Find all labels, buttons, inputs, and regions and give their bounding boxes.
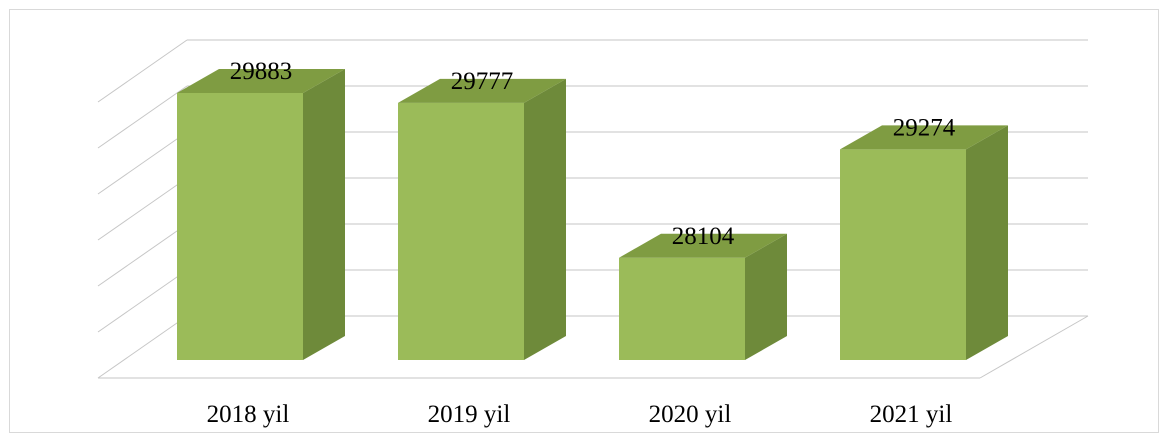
- x-tick-label: 2019 yil: [428, 401, 511, 428]
- data-label: 28104: [672, 223, 735, 250]
- bar-side-2018-yil: [303, 69, 345, 360]
- bar-top-2019-yil: [398, 78, 566, 103]
- x-tick-label: 2021 yil: [870, 401, 953, 428]
- gridline-side: [97, 223, 188, 287]
- labels-layer: 29883 29777 28104 29274: [230, 58, 956, 250]
- bar-front-2018-yil: [177, 93, 303, 360]
- gridline-side: [97, 39, 188, 103]
- data-label: 29274: [893, 114, 956, 141]
- bar-top-2021-yil: [840, 125, 1008, 150]
- x-tick-label: 2018 yil: [207, 401, 290, 428]
- bar-side-2019-yil: [524, 78, 566, 360]
- gridline-side: [97, 131, 188, 195]
- x-axis-labels: 2018 yil 2019 yil 2020 yil 2021 yil: [207, 401, 953, 428]
- bar-top-2018-yil: [177, 69, 345, 93]
- bars-layer: [177, 69, 1008, 360]
- data-label: 29777: [451, 68, 514, 95]
- bar-front-2020-yil: [619, 257, 745, 360]
- x-tick-label: 2020 yil: [649, 401, 732, 428]
- bar-side-2021-yil: [966, 125, 1008, 360]
- gridline-side: [97, 315, 188, 379]
- bar-front-2019-yil: [398, 102, 524, 360]
- bar-top-2020-yil: [619, 233, 787, 258]
- gridline-side: [97, 177, 188, 241]
- bar-side-2020-yil: [745, 233, 787, 360]
- data-label: 29883: [230, 58, 293, 85]
- gridline-side: [97, 269, 188, 333]
- gridline-side: [97, 85, 188, 149]
- floor-right-edge: [979, 315, 1089, 379]
- bar-front-2021-yil: [840, 149, 966, 360]
